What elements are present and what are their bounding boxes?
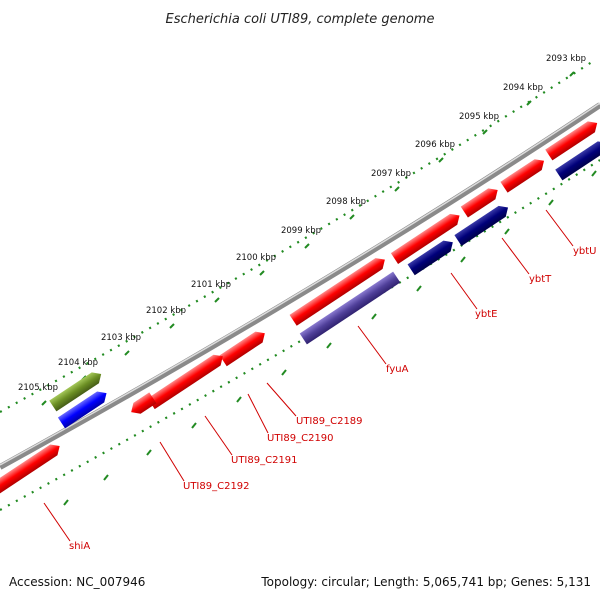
UTI89_C2190-arrow bbox=[147, 354, 223, 410]
label-leader-line bbox=[357, 325, 387, 365]
outer-major-tick bbox=[304, 243, 310, 249]
gene-label: ybtT bbox=[529, 274, 552, 285]
inner-major-tick bbox=[191, 422, 197, 429]
inner-major-tick bbox=[326, 342, 332, 349]
inner-major-tick bbox=[548, 199, 554, 206]
tick-group: 2093 kbp 2094 kbp 2095 kbp 2096 kbp 2097 kbp… bbox=[18, 54, 597, 506]
tick-label: 2099 kbp bbox=[281, 226, 321, 236]
ybtT-reverse-bar bbox=[454, 205, 509, 246]
tick-label: 2102 kbp bbox=[146, 306, 186, 316]
gene-label: fyuA bbox=[386, 364, 409, 375]
inner-major-tick bbox=[591, 170, 597, 177]
label-leader-line bbox=[247, 393, 269, 434]
inner-major-tick bbox=[236, 396, 242, 403]
map-title: Escherichia coli UTI89, complete genome bbox=[166, 12, 435, 27]
ybtE-arrow-forward bbox=[460, 188, 498, 218]
label-leader-group bbox=[43, 209, 574, 542]
outer-major-tick bbox=[526, 100, 532, 106]
outer-major-tick bbox=[124, 350, 130, 356]
tick-label: 2096 kbp bbox=[415, 140, 455, 150]
gene-label: UTI89_C2191 bbox=[231, 455, 298, 466]
tick-label: 2101 kbp bbox=[191, 280, 231, 290]
genome-backbone bbox=[0, 102, 600, 470]
red-gene-arrow bbox=[390, 213, 460, 264]
label-leader-line bbox=[266, 382, 297, 417]
tick-label: 2104 kbp bbox=[58, 358, 98, 368]
ybtT-arrow-forward bbox=[500, 159, 545, 193]
inner-major-tick bbox=[63, 499, 69, 506]
outer-major-tick bbox=[482, 129, 488, 135]
label-leader-line bbox=[501, 237, 530, 275]
label-leader-line bbox=[159, 441, 185, 482]
tick-label: 2100 kbp bbox=[236, 253, 276, 263]
gene-group bbox=[0, 121, 600, 494]
inner-major-tick bbox=[416, 285, 422, 292]
inner-major-tick bbox=[103, 474, 109, 481]
outer-major-tick bbox=[169, 323, 175, 329]
outer-major-tick bbox=[259, 270, 265, 276]
outer-major-tick bbox=[214, 297, 220, 303]
reverse-gene-bar bbox=[555, 141, 600, 181]
tick-label: 2098 kbp bbox=[326, 197, 366, 207]
inner-major-tick bbox=[504, 228, 510, 235]
tick-label: 2097 kbp bbox=[371, 169, 411, 179]
inner-tick-arc bbox=[0, 159, 600, 511]
tick-label: 2105 kbp bbox=[18, 383, 58, 393]
gene-label-group: ybtU ybtT ybtE fyuA UTI89_C2189 UTI89_C2190 UT… bbox=[69, 246, 597, 552]
UTI89_C2191-arrow bbox=[131, 392, 157, 414]
ybtE-reverse-bar bbox=[407, 240, 453, 276]
UTI89_C2189-arrow bbox=[219, 331, 265, 367]
label-leader-line bbox=[204, 415, 233, 456]
genome-stats-text: Topology: circular; Length: 5,065,741 bp… bbox=[260, 575, 591, 589]
outer-major-tick bbox=[438, 157, 444, 163]
shiA-arrow bbox=[0, 444, 60, 494]
tick-label: 2103 kbp bbox=[101, 333, 141, 343]
gene-label: shiA bbox=[69, 541, 90, 552]
genome-backbone-highlight bbox=[0, 102, 600, 466]
gene-label: UTI89_C2189 bbox=[296, 416, 363, 427]
ybtU-arrow-forward bbox=[545, 121, 598, 161]
fyuA-bar bbox=[299, 271, 401, 345]
tick-label: 2095 kbp bbox=[459, 112, 499, 122]
inner-major-tick bbox=[371, 313, 377, 320]
blue-gene-arrow bbox=[57, 391, 107, 429]
outer-major-tick bbox=[41, 400, 47, 406]
outer-major-tick bbox=[569, 71, 575, 77]
outer-major-tick bbox=[349, 214, 355, 220]
red-gene-arrow bbox=[289, 258, 385, 326]
accession-text: Accession: NC_007946 bbox=[9, 575, 145, 589]
gene-label: UTI89_C2192 bbox=[183, 481, 250, 492]
inner-major-tick bbox=[460, 256, 466, 263]
inner-major-tick bbox=[281, 369, 287, 376]
label-leader-line bbox=[43, 502, 71, 542]
gene-label: ybtE bbox=[475, 309, 498, 320]
tick-label: 2094 kbp bbox=[503, 83, 543, 93]
label-leader-line bbox=[545, 209, 574, 247]
olive-gene-arrow bbox=[49, 372, 102, 412]
outer-tick-arc bbox=[0, 59, 596, 413]
gene-label: ybtU bbox=[573, 246, 597, 257]
inner-major-tick bbox=[146, 449, 152, 456]
tick-label: 2093 kbp bbox=[546, 54, 586, 64]
label-leader-line bbox=[450, 272, 478, 310]
outer-major-tick bbox=[394, 186, 400, 192]
gene-label: UTI89_C2190 bbox=[267, 433, 334, 444]
